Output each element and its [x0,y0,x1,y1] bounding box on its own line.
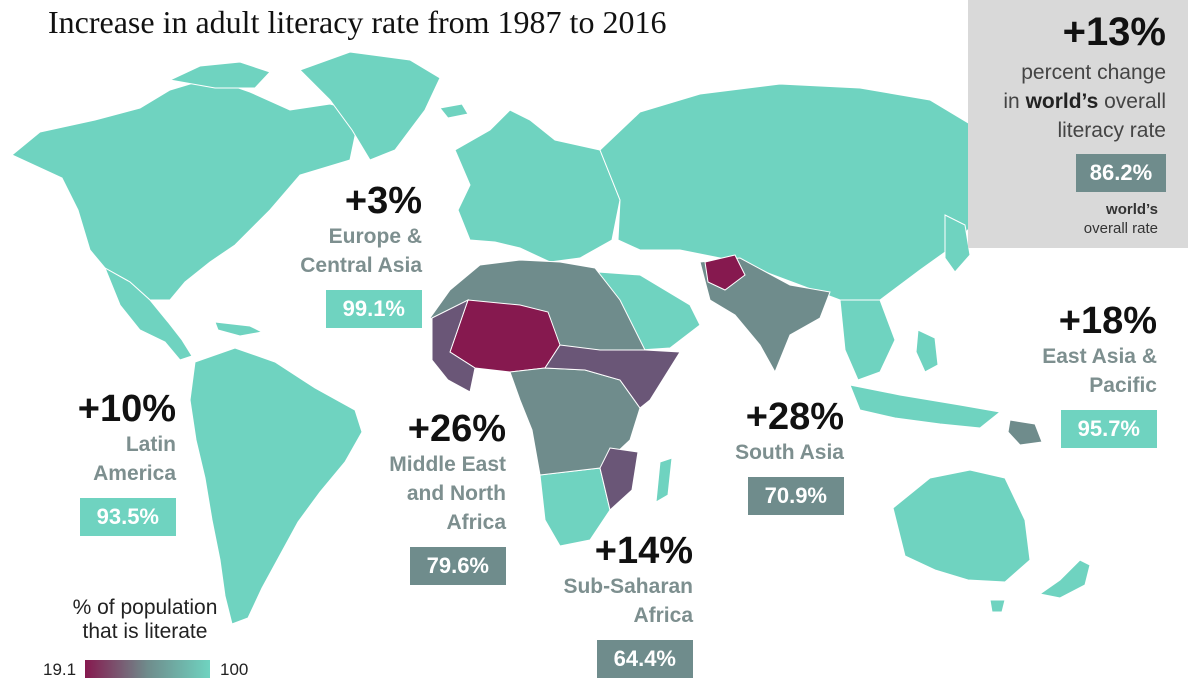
madagascar-landmass [655,457,673,503]
world-desc-line3: literacy rate [1057,119,1166,142]
northern-asia-landmass [599,83,1001,301]
world-description: percent change in world’s overall litera… [1003,58,1166,145]
mozambique-landmass [599,447,639,511]
region-rate-badge: 93.5% [79,498,176,536]
papua-landmass [1007,419,1043,446]
greenland-landmass [299,51,441,161]
region-name: Sub-Saharan Africa [563,575,693,627]
afghanistan-landmass [704,254,746,291]
caribbean-landmass [214,321,264,337]
region-east-asia-pacific: +18% East Asia & Pacific 95.7% [1042,300,1157,448]
region-name: Middle East and North Africa [389,453,506,534]
region-south-asia: +28% South Asia 70.9% [735,396,844,515]
australia-landmass [892,469,1031,583]
legend-title: % of population that is literate [72,596,218,643]
iceland-landmass [439,103,469,119]
region-sub-saharan-africa: +14% Sub-Saharan Africa 64.4% [563,530,693,678]
europe-landmass [454,109,621,263]
sahel-landmass [449,299,561,373]
southeast-asia-landmass [839,299,896,381]
west-africa-landmass [431,299,476,393]
indonesia-landmass [849,384,1002,429]
south-asia-landmass [699,257,831,374]
region-rate-badge: 70.9% [747,477,844,515]
legend-min-label: 19.1 [43,660,77,679]
legend-max-label: 100 [220,660,249,679]
east-africa-landmass [544,344,681,409]
north-america-landmass [11,77,361,301]
region-name: East Asia & Pacific [1042,345,1157,397]
japan-landmass [944,214,971,273]
world-desc-line2: in world’s overall [1003,87,1166,116]
world-desc-line1: percent change [1021,61,1166,84]
world-rate-caption-line2: overall rate [1083,220,1158,237]
world-desc-bold: world’s [1025,90,1099,113]
region-middle-east-north-africa: +26% Middle East and North Africa 79.6% [389,408,506,585]
world-summary-panel: +13% percent change in world’s overall l… [968,0,1188,248]
region-percent-change: +3% [344,180,422,222]
region-europe-central-asia: +3% Europe & Central Asia 99.1% [300,180,422,328]
region-name: Latin America [93,433,176,485]
world-rate-caption-bold: world’s [1106,201,1158,218]
south-america-landmass [189,347,363,625]
arctic-islands-landmass [168,61,271,89]
region-percent-change: +14% [594,530,693,572]
world-rate-caption: world’s overall rate [1084,200,1158,238]
tasmania-landmass [989,599,1006,613]
philippines-landmass [915,329,939,373]
region-rate-badge: 99.1% [325,290,422,328]
region-rate-badge: 64.4% [596,640,693,678]
region-percent-change: +28% [745,396,844,438]
world-desc-suffix: overall [1098,90,1166,113]
region-latin-america: +10% Latin America 93.5% [78,388,176,536]
new-zealand-landmass [1038,559,1091,599]
region-percent-change: +10% [77,388,176,430]
region-percent-change: +18% [1058,300,1157,342]
region-rate-badge: 79.6% [409,547,506,585]
central-america-landmass [104,266,193,361]
page-title: Increase in adult literacy rate from 198… [48,4,667,40]
legend-gradient-bar [85,660,210,678]
world-percent-change: +13% [1062,10,1166,54]
world-rate-badge: 86.2% [1076,154,1166,192]
world-desc-prefix: in [1003,90,1026,113]
region-percent-change: +26% [407,408,506,450]
region-name: South Asia [735,441,844,464]
region-name: Europe & Central Asia [300,225,422,277]
region-rate-badge: 95.7% [1060,410,1157,448]
